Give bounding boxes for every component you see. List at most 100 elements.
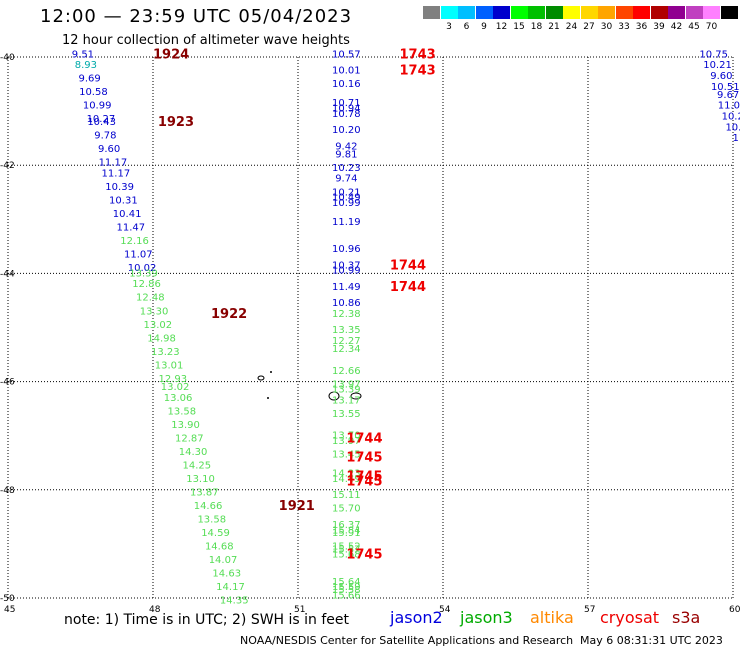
wave-height-value: 9.78 xyxy=(94,130,116,141)
wave-height-value: 14.30 xyxy=(179,447,208,458)
wave-height-value: 13.39 xyxy=(129,268,158,279)
wave-height-value: 11.07 xyxy=(718,101,740,112)
wave-height-value: 9.60 xyxy=(98,144,120,155)
wave-height-value: 10.01 xyxy=(332,66,361,77)
scale-label: 12 xyxy=(495,22,508,32)
credit-line: NOAA/NESDIS Center for Satellite Applica… xyxy=(240,634,574,647)
scale-swatch xyxy=(598,6,615,19)
wave-height-value: 10.16 xyxy=(332,79,361,90)
wave-height-value: 13.58 xyxy=(167,406,196,417)
wave-height-value: 10.20 xyxy=(332,125,361,136)
wave-height-value: 11.19 xyxy=(332,217,361,228)
wave-height-value: 9.60 xyxy=(710,71,732,82)
wave-height-value: 12.86 xyxy=(132,279,161,290)
wave-height-value: 10.71 xyxy=(332,98,361,109)
legend-cryosat: cryosat xyxy=(600,608,660,627)
wave-height-value: 12.27 xyxy=(332,336,361,347)
scale-label: 33 xyxy=(618,22,630,32)
wave-height-value: 13.55 xyxy=(332,409,361,420)
scale-swatch xyxy=(423,6,440,19)
wave-height-value: 15.64 xyxy=(332,577,361,588)
wave-height-value: 12.48 xyxy=(136,293,165,304)
wave-height-value: 10.99 xyxy=(332,266,361,277)
lat-label: -44 xyxy=(0,269,15,279)
scale-label: 6 xyxy=(463,22,470,32)
wave-height-value: 14.17 xyxy=(216,582,245,593)
wave-height-value: 12.87 xyxy=(175,433,204,444)
wave-height-value: 13.35 xyxy=(332,325,361,336)
generated-timestamp: May 6 08:31:31 UTC 2023 xyxy=(580,634,723,647)
wave-height-value: 15.68 xyxy=(332,550,361,561)
wave-height-value: 10.58 xyxy=(79,87,108,98)
wave-height-value: 13.97 xyxy=(332,436,361,447)
wave-height-value: 10.23 xyxy=(332,163,361,174)
island-dot xyxy=(270,371,272,373)
island-outline xyxy=(328,391,340,401)
wave-height-value: 12.34 xyxy=(332,344,361,355)
wave-height-value: 15.84 xyxy=(332,525,361,536)
scale-label: 70 xyxy=(705,22,718,32)
wave-height-value: 10.21 xyxy=(332,187,361,198)
wave-height-value: 13.10 xyxy=(186,474,215,485)
wave-height-value: 14.59 xyxy=(201,528,230,539)
scale-label: 45 xyxy=(688,22,700,32)
wave-height-value: 12.93 xyxy=(158,374,187,385)
wave-height-value: 10.41 xyxy=(113,209,142,220)
scale-swatch xyxy=(440,6,458,19)
lon-label: 54 xyxy=(439,605,451,615)
wave-height-value: 14.68 xyxy=(205,542,234,553)
wave-height-value: 15.52 xyxy=(332,542,361,553)
island-outline xyxy=(350,392,362,400)
wave-height-value: 15.11 xyxy=(332,490,361,501)
scale-label: 39 xyxy=(653,22,665,32)
legend-jason3: jason3 xyxy=(460,608,513,627)
pass-time-label: 1923 xyxy=(158,115,194,130)
wave-height-value: 15.70 xyxy=(332,504,361,515)
scale-swatch xyxy=(580,6,598,19)
scale-swatch xyxy=(563,6,580,19)
legend-altika: altika xyxy=(530,608,574,627)
scale-label: 18 xyxy=(530,22,543,32)
page-subtitle: 12 hour collection of altimeter wave hei… xyxy=(62,33,350,48)
wave-height-value: 9.51 xyxy=(72,49,94,60)
scale-swatch xyxy=(545,6,563,19)
wave-height-value: 10.96 xyxy=(332,244,361,255)
wave-height-value: 10.29 xyxy=(722,112,740,123)
wave-height-value: 12.16 xyxy=(120,236,149,247)
wave-height-value: 14.49 xyxy=(332,474,361,485)
wave-height-value: 13.30 xyxy=(140,306,169,317)
island-dot xyxy=(267,397,269,399)
scale-label: 15 xyxy=(513,22,525,32)
pass-time-label: 1745 xyxy=(346,548,382,563)
wave-height-value: 13.02 xyxy=(144,320,173,331)
scale-label: 27 xyxy=(583,22,595,32)
wave-height-value: 13.90 xyxy=(171,420,200,431)
lat-label: -48 xyxy=(0,486,15,496)
lat-label: -42 xyxy=(0,161,15,171)
scale-label: 9 xyxy=(481,22,487,32)
wave-height-value: 10.75 xyxy=(699,49,728,60)
pass-time-label: 1745 xyxy=(346,469,382,484)
wave-height-value: 14.25 xyxy=(182,460,211,471)
lon-label: 60 xyxy=(729,605,740,615)
wave-height-value: 10.21 xyxy=(703,60,732,71)
scale-swatch xyxy=(668,6,685,19)
lon-label: 57 xyxy=(584,605,595,615)
scale-swatch xyxy=(650,6,668,19)
wave-height-value: 14.07 xyxy=(209,555,238,566)
wave-height-value: 10.99 xyxy=(332,198,361,209)
wave-height-value: 10.57 xyxy=(332,49,361,60)
legend-s3a: s3a xyxy=(672,608,701,627)
scale-swatch xyxy=(633,6,650,19)
wave-height-value: 9.67 xyxy=(717,90,739,101)
lat-label: -40 xyxy=(0,53,15,63)
lon-label: 48 xyxy=(149,605,161,615)
wave-height-value: 10.78 xyxy=(332,109,361,120)
wave-height-value: 13.06 xyxy=(164,393,193,404)
island-outline xyxy=(257,375,265,381)
page-title: 12:00 — 23:59 UTC 05/04/2023 xyxy=(40,6,353,27)
scale-swatch xyxy=(720,6,738,19)
scale-swatch xyxy=(528,6,545,19)
wave-height-value: 14.98 xyxy=(147,333,176,344)
